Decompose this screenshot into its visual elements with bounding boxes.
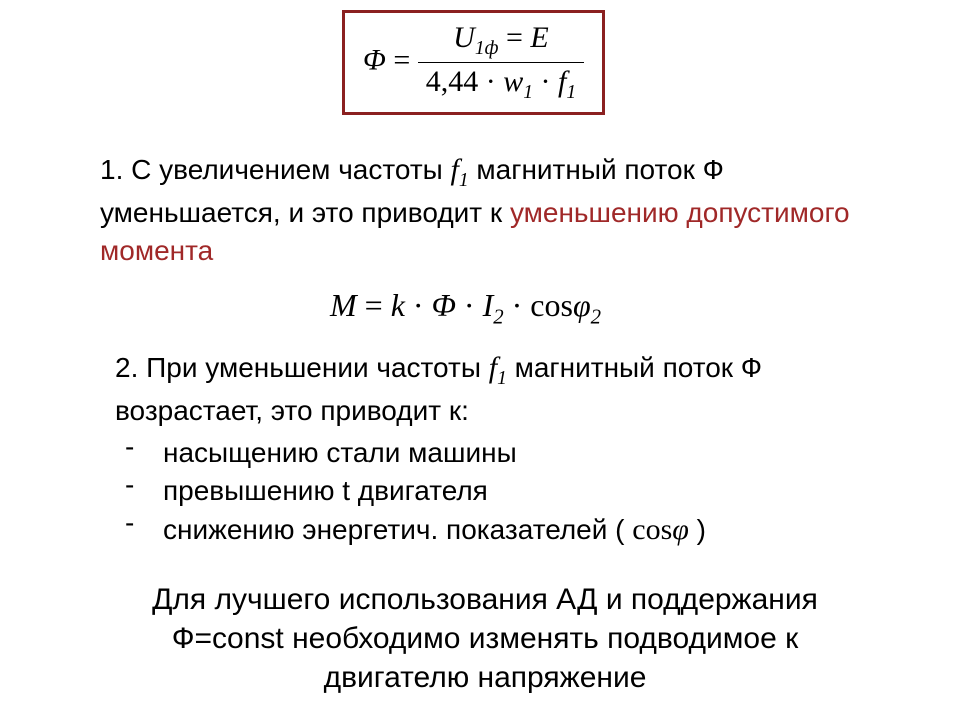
denominator: 4,44 · w1 · f1 (418, 63, 584, 104)
cos-phi: cosφ (632, 513, 689, 546)
paragraph-1: 1. С увеличением частоты f1 магнитный по… (100, 150, 870, 270)
p2-text-1: При уменьшении частоты (146, 352, 489, 383)
conclusion-text: Для лучшего использования АД и поддержан… (115, 580, 855, 697)
flux-formula-box: Φ = U1ф = E 4,44 · w1 · f1 (342, 10, 605, 115)
phi-symbol: Φ (363, 43, 386, 76)
equals: = (393, 43, 410, 76)
paragraph-2: 2. При уменьшении частоты f1 магнитный п… (115, 348, 875, 550)
p1-text-1: С увеличением частоты (131, 154, 450, 185)
bullet-2: превышению t двигателя (115, 472, 875, 510)
bullet-list: насыщению стали машины превышению t двиг… (115, 434, 875, 550)
f1-symbol-2: f1 (489, 351, 507, 384)
f1-symbol: f1 (451, 153, 469, 186)
bullet-1: насыщению стали машины (115, 434, 875, 472)
item-number-1: 1. (100, 154, 131, 185)
numerator: U1ф = E (418, 21, 584, 63)
moment-equation: M = k · Φ · I2 · cosφ2 (330, 287, 601, 329)
bullet-3: снижению энергетич. показателей ( cosφ ) (115, 510, 875, 551)
fraction: U1ф = E 4,44 · w1 · f1 (418, 21, 584, 104)
item-number-2: 2. (115, 352, 146, 383)
